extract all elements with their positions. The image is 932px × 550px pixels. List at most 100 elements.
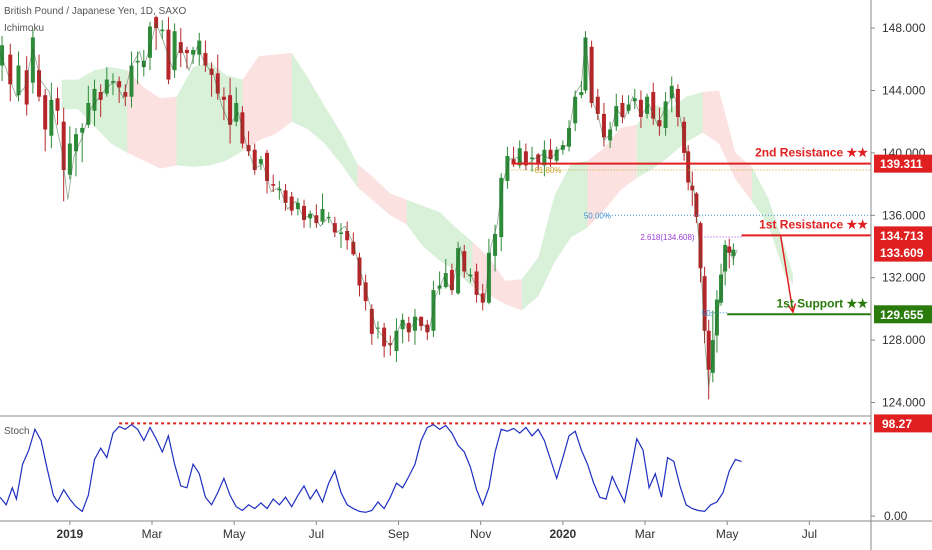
candle-body — [215, 73, 220, 94]
candle-body — [723, 244, 728, 272]
time-tick-label: 2020 — [550, 527, 577, 541]
ichimoku-cloud-segment — [143, 87, 161, 169]
time-tick-label: May — [223, 527, 246, 541]
ichimoku-cloud-segment — [751, 166, 769, 225]
symbol-title: British Pound / Japanese Yen, 1D, SAXO — [4, 6, 187, 17]
ichimoku-cloud-segment — [341, 132, 358, 188]
candle-body — [16, 65, 21, 96]
fib-label: 50. — [702, 309, 713, 318]
level-price-tag-bg — [874, 226, 932, 245]
ichimoku-cloud-segment — [258, 54, 276, 141]
candle-body — [511, 159, 516, 164]
candle-body — [608, 129, 613, 141]
candle-body — [289, 196, 294, 211]
ichimoku-cloud-segment — [538, 195, 555, 297]
candle-body — [530, 157, 535, 160]
candle-body — [92, 88, 97, 111]
time-tick-label: Mar — [142, 527, 163, 541]
ichimoku-cloud-segment — [242, 56, 259, 152]
candle-body — [363, 282, 368, 302]
candle-body — [277, 188, 282, 191]
price-tick-label: 124.000 — [882, 396, 926, 410]
level-price-tag: 129.655 — [880, 308, 924, 322]
price-tick-label: 132.000 — [882, 271, 926, 285]
ichimoku-cloud-segment — [505, 279, 522, 311]
fib-label: 61.80% — [534, 166, 561, 175]
candle-body — [80, 127, 85, 133]
stoch-name: Stoch — [4, 426, 30, 437]
ichimoku-cloud-segment — [686, 92, 703, 142]
candle-body — [663, 101, 668, 128]
ichimoku-cloud-segment — [78, 70, 95, 127]
candle-body — [657, 120, 662, 127]
projection-arrow-line — [779, 235, 794, 313]
stoch-line — [0, 423, 742, 513]
candle-body — [129, 65, 134, 97]
candle-body — [172, 31, 177, 71]
candle-body — [486, 252, 491, 303]
level-label: 2nd Resistance ★★ — [755, 146, 868, 160]
candle-body — [719, 274, 724, 303]
stoch-level-tag: 98.27 — [882, 417, 912, 431]
indicator-name: Ichimoku — [4, 23, 44, 34]
candle-body — [0, 45, 5, 66]
candle-body — [123, 92, 128, 97]
candle-body — [258, 159, 263, 164]
candle-body — [234, 102, 239, 122]
candle-body — [203, 53, 208, 66]
projection-arrow-head — [787, 303, 797, 314]
ichimoku-cloud-segment — [571, 160, 588, 238]
candle-body — [651, 92, 656, 119]
level-price-tag: 134.713 — [880, 229, 924, 243]
time-tick-label: Nov — [470, 527, 491, 541]
ichimoku-cloud-segment — [291, 53, 309, 130]
candle-body — [474, 271, 479, 295]
candle-body — [184, 49, 189, 54]
time-tick-label: 2019 — [56, 527, 83, 541]
candle-body — [308, 213, 313, 219]
candle-body — [382, 327, 387, 347]
candle-body — [221, 96, 226, 100]
candle-body — [394, 330, 399, 352]
candle-body — [583, 37, 588, 91]
candle-body — [702, 276, 707, 331]
level-price-tag: 139.311 — [880, 157, 923, 171]
candle-body — [271, 184, 276, 186]
time-tick-label: Sep — [388, 527, 410, 541]
candle-body — [632, 98, 637, 102]
ichimoku-cloud-segment — [176, 67, 194, 167]
ichimoku-cloud-segment — [390, 193, 407, 225]
candle-body — [197, 40, 202, 55]
price-tick-label: 136.000 — [882, 208, 926, 222]
candle-body — [43, 95, 48, 130]
ichimoku-cloud-segment — [373, 177, 391, 216]
candle-body — [690, 185, 695, 191]
ichimoku-cloud-segment — [669, 96, 687, 157]
level-price-tag-bg — [874, 305, 932, 324]
candle-body — [55, 98, 60, 111]
ichimoku-cloud-segment — [61, 79, 79, 110]
candle-body — [554, 149, 559, 161]
candle-body — [388, 343, 393, 345]
candle-body — [67, 143, 72, 175]
candle-body — [462, 251, 467, 272]
candle-body — [468, 274, 473, 277]
candle-body — [246, 145, 251, 152]
candle-body — [536, 154, 541, 164]
ichimoku-cloud-segment — [324, 106, 342, 164]
price-tick-label: 128.000 — [882, 333, 926, 347]
main-plot[interactable] — [0, 15, 871, 400]
candle-body — [61, 121, 66, 171]
stoch-tick-label: 0.00 — [884, 509, 908, 523]
candle-body — [505, 156, 510, 181]
last-price-tag-bg — [874, 243, 932, 262]
last-price-tag: 133.609 — [880, 246, 924, 260]
stochastic-pane[interactable] — [0, 422, 871, 513]
candle-body — [345, 230, 350, 241]
candle-body — [252, 149, 257, 171]
candle-body — [548, 149, 553, 160]
candle-body — [456, 248, 461, 294]
labels: 61.80% 50.00% 2.618(134.608) 50. 2nd Resista… — [56, 21, 932, 541]
